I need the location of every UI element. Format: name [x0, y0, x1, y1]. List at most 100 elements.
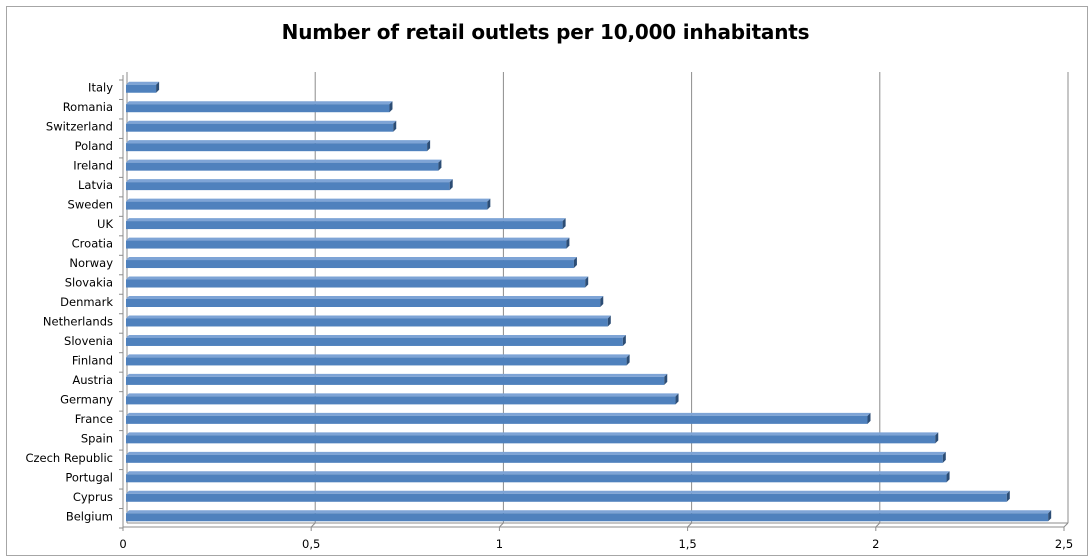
bar-top	[126, 334, 626, 338]
category-label: Czech Republic	[25, 451, 113, 465]
gridline-floor	[1063, 522, 1069, 528]
bar-top	[126, 198, 491, 202]
bar	[126, 81, 160, 93]
bar-end	[573, 257, 577, 269]
bar-end	[449, 179, 453, 191]
x-tick-label: 2,5	[1055, 537, 1073, 551]
bar-front	[126, 474, 947, 483]
bar-front	[126, 299, 601, 307]
bar-front	[126, 201, 488, 210]
bar	[126, 373, 668, 385]
bar-end	[600, 296, 604, 307]
bar-top	[126, 120, 397, 124]
category-label: Ireland	[73, 159, 113, 173]
bar	[126, 198, 491, 210]
bar-front	[126, 435, 936, 444]
category-labels: Italy Romania Switzerland Poland Ireland Latv…	[25, 81, 113, 524]
bar-top	[126, 218, 566, 222]
bar	[126, 432, 939, 444]
bar-end	[622, 334, 626, 346]
bar	[126, 393, 679, 405]
bar-front	[126, 143, 428, 152]
bar	[126, 412, 871, 424]
bar	[126, 315, 611, 327]
category-label: Poland	[75, 139, 113, 153]
category-label: Finland	[72, 353, 113, 367]
gridline-floor	[310, 522, 316, 528]
bar-end	[389, 101, 393, 113]
category-label: Romania	[63, 100, 113, 114]
category-label: Netherlands	[43, 314, 113, 328]
gridline-floor	[687, 522, 692, 528]
bar	[126, 334, 626, 346]
bar-front	[126, 104, 390, 113]
bar-front	[126, 396, 676, 405]
x-tick-label: 0	[119, 537, 126, 551]
bar-top	[126, 101, 393, 105]
bar-front	[126, 279, 586, 288]
x-tick-label: 2	[872, 537, 879, 551]
x-tick-label: 1,5	[678, 537, 696, 551]
bar	[126, 276, 589, 288]
bars	[126, 81, 1052, 522]
category-label: Slovakia	[65, 276, 113, 290]
bar-end	[664, 373, 668, 385]
bar-front	[126, 454, 943, 463]
bar-front	[126, 318, 608, 327]
bar-end	[585, 276, 589, 288]
bar-top	[126, 140, 431, 144]
bar-end	[393, 120, 397, 132]
category-label: Sweden	[68, 198, 113, 212]
category-label: Germany	[60, 392, 113, 406]
gridline-floor	[499, 522, 504, 528]
bar	[126, 451, 946, 463]
x-tick-label: 0,5	[302, 537, 320, 551]
bar	[126, 101, 393, 113]
category-label: Italy	[88, 81, 113, 95]
category-label: Latvia	[78, 178, 113, 192]
bar-end	[946, 471, 950, 483]
bar	[126, 218, 566, 230]
category-label: France	[75, 412, 113, 426]
bar-end	[427, 140, 431, 152]
x-tick-label: 1	[496, 537, 503, 551]
bar-front	[126, 376, 665, 385]
bar-front	[126, 260, 574, 269]
bar-front	[126, 415, 868, 424]
bar-top	[126, 393, 679, 397]
bar-top	[126, 471, 950, 475]
category-label: UK	[97, 217, 113, 231]
bar	[126, 179, 453, 191]
bar-end	[1048, 510, 1052, 522]
bar-top	[126, 412, 871, 416]
chart-title: Number of retail outlets per 10,000 inha…	[281, 20, 810, 44]
category-label: Slovenia	[64, 334, 113, 348]
bar-top	[126, 296, 604, 299]
bar-top	[126, 432, 939, 436]
bar	[126, 257, 577, 269]
bar-top	[126, 354, 630, 358]
bar-front	[126, 84, 157, 93]
bar-front	[126, 221, 563, 230]
bar-top	[126, 451, 946, 455]
bar-top	[126, 276, 589, 280]
bar-front	[126, 123, 394, 132]
bar	[126, 354, 630, 366]
bar-front	[126, 337, 623, 346]
bar	[126, 296, 604, 307]
bar-front	[126, 240, 567, 249]
bar-top	[126, 510, 1052, 514]
bar-end	[675, 393, 679, 405]
bar-top	[126, 81, 160, 85]
category-label: Portugal	[65, 470, 113, 484]
bar-end	[562, 218, 566, 230]
gridline-floor	[875, 522, 881, 528]
bar-end	[1006, 490, 1010, 502]
bar-front	[126, 493, 1007, 502]
bar	[126, 159, 442, 171]
bar-top	[126, 315, 611, 319]
bar	[126, 237, 570, 249]
bar-top	[126, 159, 442, 163]
bar-top	[126, 490, 1010, 494]
